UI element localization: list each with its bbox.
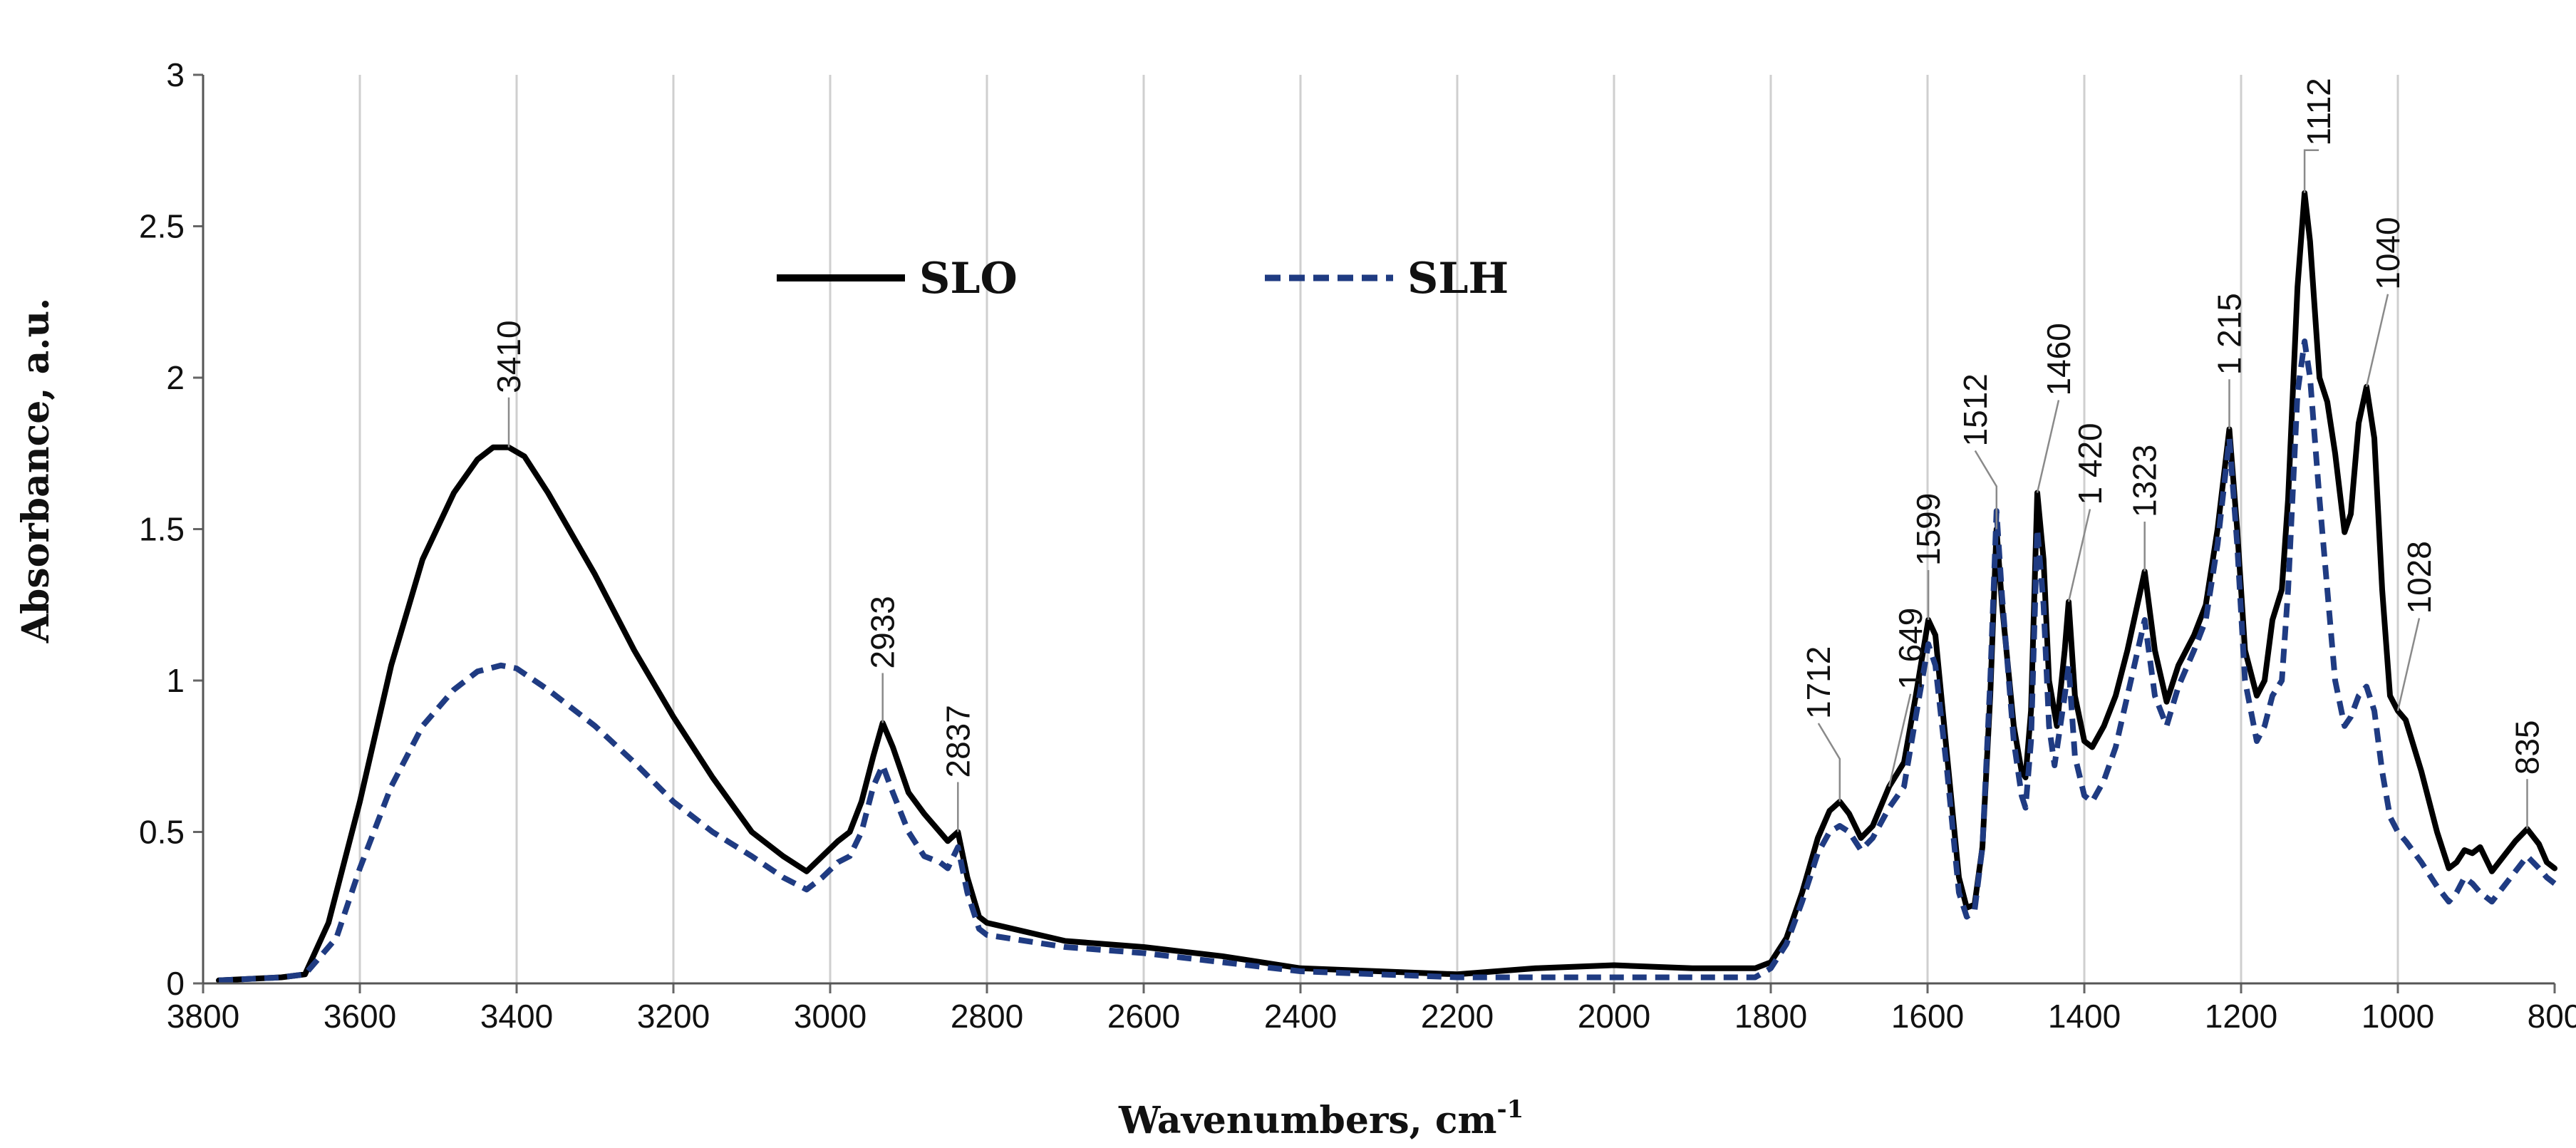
peak-annotations: 3410 2933 2837 1712 1 649 1599 1512 1460 1 420 13… [490, 78, 2546, 832]
peak-annotation: 3410 [490, 320, 527, 448]
x-tick-label: 2400 [1264, 998, 1337, 1035]
x-tick-label: 2600 [1107, 998, 1180, 1035]
x-tick-label: 3200 [637, 998, 710, 1035]
peak-annotation: 1 215 [2211, 293, 2248, 430]
legend: SLO SLH [777, 254, 1509, 304]
grid-lines [358, 75, 2399, 983]
x-tick-label: 1600 [1891, 998, 1964, 1035]
y-tick-label: 2.5 [139, 208, 185, 245]
annotation-label: 1 649 [1892, 608, 1929, 690]
annotation-label: 3410 [490, 320, 527, 393]
annotation-label: 1460 [2040, 323, 2077, 395]
annotation-label: 2933 [864, 596, 901, 668]
series-line-slo [216, 190, 2557, 983]
series-line-slh [218, 338, 2557, 983]
peak-annotation: 1 649 [1888, 608, 1929, 787]
annotation-label: 1712 [1800, 646, 1837, 719]
x-tick-label: 3000 [794, 998, 867, 1035]
series-layer [216, 190, 2557, 983]
peak-annotation: 1460 [2036, 323, 2077, 493]
x-tick-label: 1800 [1734, 998, 1807, 1035]
x-tick-label: 800 [2528, 998, 2576, 1035]
annotation-leader [2036, 400, 2060, 493]
y-tick-label: 0.5 [139, 814, 185, 851]
y-tick-label: 1.5 [139, 511, 185, 548]
y-tick-label: 0 [166, 965, 185, 1002]
annotation-leader [1888, 693, 1912, 787]
annotation-leader [2396, 618, 2421, 711]
x-tick-label: 3600 [324, 998, 396, 1035]
annotation-label: 1 420 [2071, 423, 2109, 505]
y-tick-label: 3 [166, 56, 185, 93]
peak-annotation: 1040 [2365, 217, 2406, 388]
annotation-leader [2365, 294, 2389, 388]
x-tick-label: 2200 [1421, 998, 1494, 1035]
x-tick-label: 2000 [1578, 998, 1650, 1035]
annotation-label: 1 215 [2211, 293, 2248, 375]
y-tick-label: 2 [166, 359, 185, 396]
peak-annotation: 2837 [939, 705, 976, 832]
annotation-label: 1112 [2300, 78, 2337, 146]
annotation-label: 2837 [939, 705, 976, 777]
annotation-leader [1817, 723, 1841, 802]
peak-annotation: 1512 [1957, 373, 1998, 529]
peak-annotation: 1712 [1800, 646, 1841, 802]
x-tick-label: 3400 [480, 998, 553, 1035]
annotation-leader [1974, 450, 1998, 529]
x-axis-title: Wavenumbers, cm-1 [1118, 1095, 1524, 1142]
peak-annotation: 1599 [1910, 493, 1947, 620]
annotation-label: 1028 [2401, 541, 2438, 614]
annotation-label: 835 [2509, 720, 2546, 775]
x-tick-label: 1400 [2048, 998, 2121, 1035]
annotation-label: 1040 [2369, 217, 2406, 289]
peak-annotation: 1323 [2126, 445, 2163, 572]
x-axis-title-main: Wavenumbers, cm [1118, 1099, 1497, 1142]
peak-annotation: 1112 [2300, 78, 2337, 193]
x-tick-label: 1000 [2362, 998, 2434, 1035]
y-tick-label: 1 [166, 662, 185, 699]
peak-annotation: 835 [2509, 720, 2546, 829]
peak-annotation: 2933 [864, 596, 901, 723]
x-tick-label: 2800 [951, 998, 1023, 1035]
annotation-label: 1512 [1957, 373, 1994, 446]
y-axis-title: Absorbance, a.u. [14, 298, 58, 644]
x-tick-label: 1200 [2205, 998, 2277, 1035]
legend-label-slh: SLH [1407, 254, 1509, 304]
axes: 3800 3600 3400 3200 3000 2800 2600 2400 2200 2000… [139, 56, 2576, 1035]
annotation-label: 1599 [1910, 493, 1947, 566]
annotation-leader [2303, 149, 2319, 193]
peak-annotation: 1 420 [2067, 423, 2109, 602]
legend-label-slo: SLO [919, 254, 1018, 304]
peak-annotation: 1028 [2396, 541, 2438, 711]
annotation-label: 1323 [2126, 445, 2163, 517]
annotation-leader [2067, 509, 2091, 602]
x-tick-label: 3800 [167, 998, 239, 1035]
x-axis-title-superscript: -1 [1497, 1095, 1524, 1124]
